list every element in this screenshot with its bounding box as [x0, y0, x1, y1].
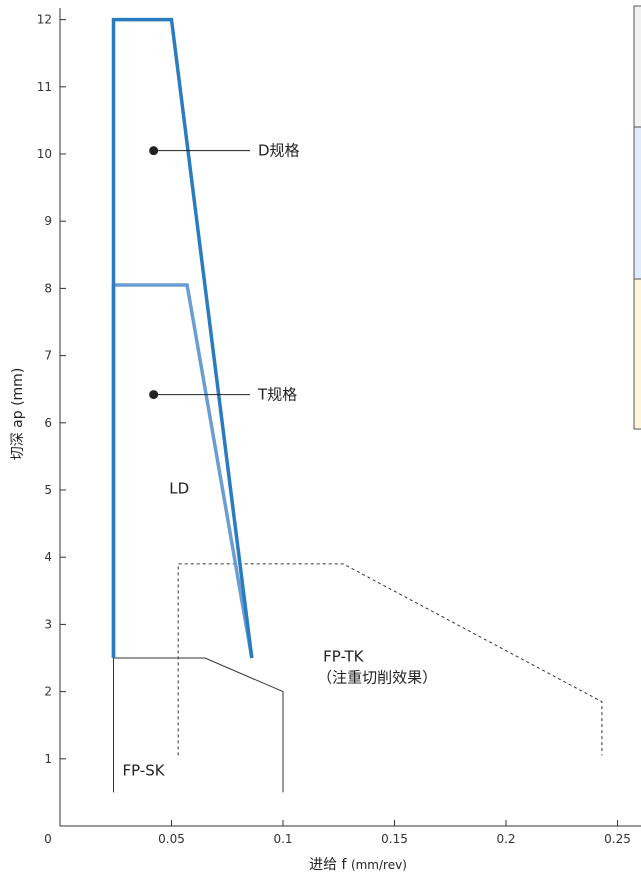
y-tick-label: 6 [44, 416, 52, 430]
x-axis-title: 进给 f (mm/rev) [309, 857, 407, 873]
y-tick-label: 10 [37, 147, 52, 161]
x-tick-label: 0.1 [273, 832, 292, 846]
d-spec-callout: D规格 [149, 142, 300, 160]
t-spec-callout: T规格 [149, 386, 297, 404]
y-tick-label: 4 [44, 550, 52, 564]
t-spec-region [111, 283, 254, 659]
y-tick-label: 1 [44, 752, 52, 766]
x-tick-label: 0.15 [381, 832, 408, 846]
fp-tk-sublabel: （注重切削效果） [317, 668, 437, 686]
fp-sk-region [113, 657, 284, 793]
y-tick-label: 12 [37, 13, 52, 27]
fp-tk-label: FP-TK [323, 647, 365, 665]
x-tick-label: 0.2 [496, 832, 515, 846]
y-tick-label: 5 [44, 483, 52, 497]
legend-band-bottom [633, 278, 641, 430]
x-axis-title-main: 进给 f [309, 857, 347, 873]
legend-band-top [633, 5, 641, 128]
x-axis-title-unit: (mm/rev) [351, 858, 407, 872]
x-tick-label: 0.05 [158, 832, 185, 846]
y-tick-label: 2 [44, 685, 52, 699]
x-tick-label: 0.25 [604, 832, 631, 846]
y-tick-label: 9 [44, 214, 52, 228]
x-ticks: 0 0.05 0.1 0.15 0.2 0.25 [44, 820, 631, 846]
legend-band-middle [633, 126, 641, 280]
y-tick-label: 11 [37, 80, 52, 94]
d-spec-region [111, 17, 254, 659]
y-tick-label: 8 [44, 281, 52, 295]
ld-label: LD [169, 479, 189, 497]
y-axis-title: 切深 ap (mm) [10, 368, 26, 461]
d-spec-label: D规格 [258, 142, 300, 160]
t-spec-label: T规格 [257, 386, 297, 404]
y-tick-label: 3 [44, 617, 52, 631]
legend-panel [633, 5, 641, 430]
fp-sk-label: FP-SK [122, 762, 165, 780]
fp-tk-region [177, 563, 603, 756]
y-tick-label: 7 [44, 349, 52, 363]
x-tick-label: 0 [44, 832, 52, 846]
